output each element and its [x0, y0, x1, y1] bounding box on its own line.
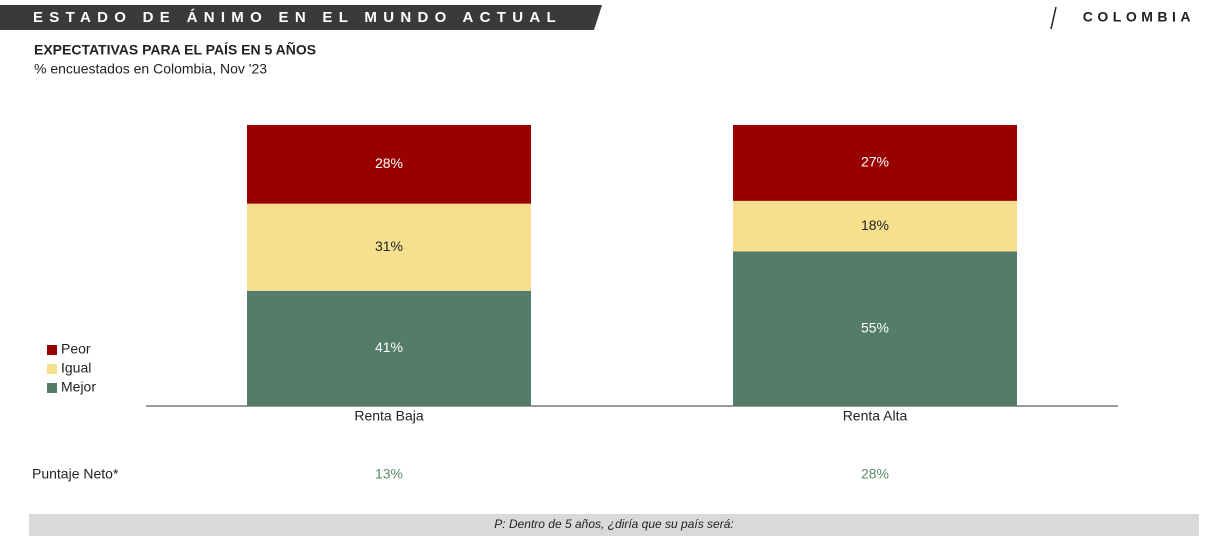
- header-slash: [1050, 6, 1057, 30]
- chart-title: EXPECTATIVAS PARA EL PAÍS EN 5 AÑOS: [34, 41, 316, 58]
- x-tick-label: Renta Alta: [843, 408, 908, 424]
- footnote-band: [29, 514, 1199, 536]
- bar-segment: [247, 203, 531, 291]
- legend-label: Peor: [61, 341, 91, 357]
- header-country: COLOMBIA: [1083, 9, 1195, 25]
- bar-segment: [733, 125, 1017, 201]
- bar-segment: [247, 125, 531, 204]
- legend-swatch: [47, 364, 57, 374]
- value-label: 41%: [375, 339, 403, 355]
- bar-segment: [247, 290, 531, 406]
- header-title: ESTADO DE ÁNIMO EN EL MUNDO ACTUAL: [33, 9, 562, 26]
- chart-subtitle: % encuestados en Colombia, Nov '23: [34, 61, 267, 77]
- value-label: 28%: [375, 155, 403, 171]
- bar-segment: [733, 200, 1017, 252]
- legend-label: Igual: [61, 360, 91, 376]
- net-score-label: Puntaje Neto*: [32, 466, 119, 482]
- net-score-value: 28%: [861, 466, 889, 482]
- legend-label: Mejor: [61, 379, 96, 395]
- value-label: 31%: [375, 238, 403, 254]
- value-label: 18%: [861, 217, 889, 233]
- x-tick-label: Renta Baja: [354, 408, 423, 424]
- legend-swatch: [47, 383, 57, 393]
- bar-segment: [733, 251, 1017, 406]
- value-label: 27%: [861, 154, 889, 170]
- footnote: P: Dentro de 5 años, ¿diría que su país …: [494, 517, 733, 531]
- legend-swatch: [47, 345, 57, 355]
- value-label: 55%: [861, 319, 889, 335]
- net-score-value: 13%: [375, 466, 403, 482]
- header-band: [0, 5, 602, 30]
